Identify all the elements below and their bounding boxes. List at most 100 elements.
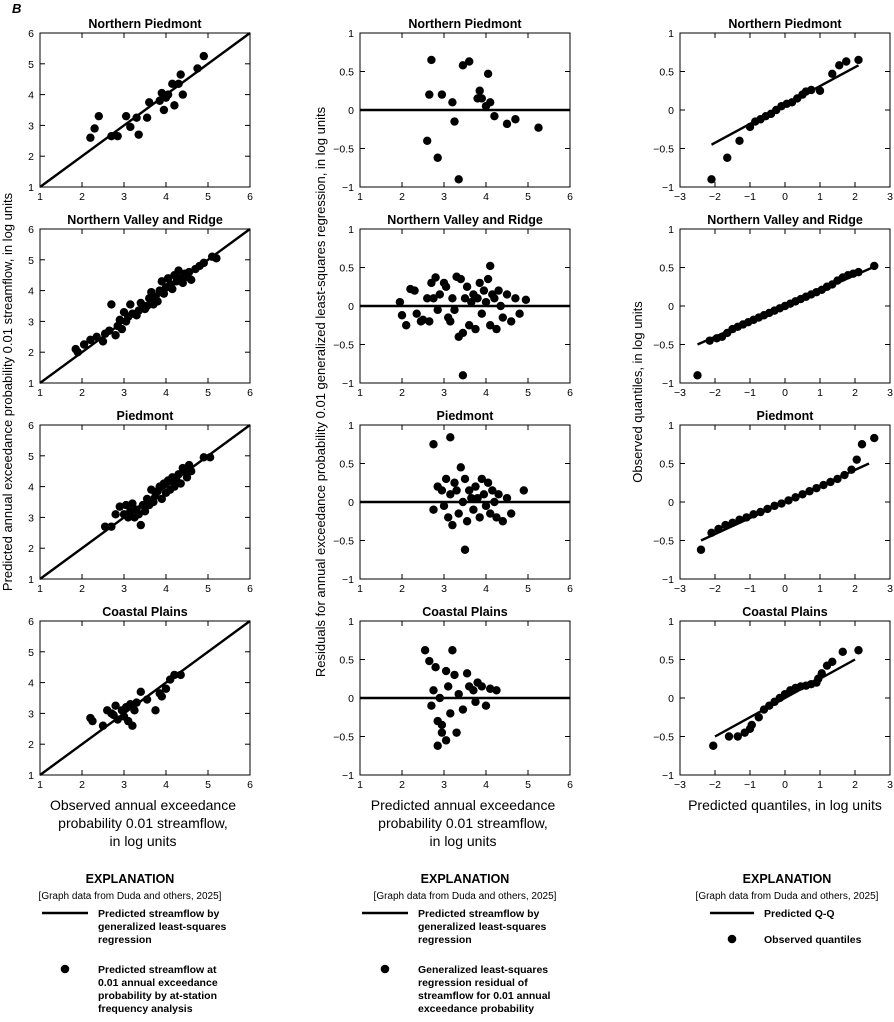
- data-point: [473, 294, 482, 303]
- y-tick-label: 6: [28, 420, 34, 432]
- x-tick-label: −3: [674, 583, 686, 595]
- data-point: [770, 501, 779, 511]
- y-tick-label: 3: [28, 512, 34, 524]
- data-point: [826, 477, 835, 487]
- legend-point-label-3: probability by at-station: [98, 990, 217, 1002]
- y-tick-label: 6: [28, 616, 34, 628]
- data-point: [507, 317, 516, 326]
- data-point: [854, 267, 863, 277]
- data-point: [178, 90, 187, 99]
- data-point: [128, 499, 137, 508]
- data-point: [111, 331, 120, 340]
- data-point: [852, 455, 861, 464]
- x-tick-label: −3: [674, 191, 686, 203]
- y-tick-label: 0.5: [659, 263, 674, 275]
- chart-title: Northern Valley and Ridge: [707, 213, 863, 227]
- data-point: [134, 130, 143, 139]
- data-point: [511, 115, 520, 124]
- data-point: [142, 301, 152, 311]
- x-tick-label: −1: [744, 583, 756, 595]
- data-point: [467, 297, 476, 307]
- data-point: [819, 480, 828, 490]
- data-point: [168, 284, 177, 294]
- x-tick-label: 2: [79, 779, 85, 791]
- data-point: [433, 741, 442, 750]
- data-point: [693, 371, 702, 380]
- data-point: [435, 693, 444, 703]
- x-tick-label: 5: [205, 191, 211, 203]
- data-point: [182, 473, 192, 482]
- data-point: [446, 433, 455, 442]
- y-tick-label: −1: [662, 770, 674, 782]
- data-point: [486, 509, 495, 518]
- x-axis-label-col2-line2: probability 0.01 streamflow,: [378, 815, 548, 831]
- data-point: [723, 153, 732, 162]
- y-tick-label: 2: [28, 347, 34, 359]
- y-tick-label: −0.5: [653, 340, 674, 352]
- data-point: [735, 515, 744, 524]
- data-point: [176, 479, 185, 488]
- data-point: [429, 505, 438, 514]
- data-point: [814, 674, 823, 683]
- y-tick-label: 2: [28, 151, 34, 163]
- chart-title: Piedmont: [117, 409, 175, 423]
- data-point: [134, 510, 143, 519]
- y-tick-label: 3: [28, 708, 34, 720]
- data-point: [446, 317, 455, 326]
- x-tick-label: 2: [79, 387, 85, 399]
- data-point: [107, 131, 116, 141]
- data-point: [128, 721, 137, 730]
- x-tick-label: 3: [441, 191, 447, 203]
- data-point: [492, 513, 501, 522]
- data-point: [521, 295, 531, 305]
- y-tick-label: −1: [662, 182, 674, 194]
- chart-panel-9: Piedmont −3 −2 −1 0 1 2 3 −1 −0.5 0 0.5 1: [653, 409, 893, 595]
- data-point: [807, 85, 816, 95]
- legend-point-label-2: 0.01 annual exceedance: [98, 977, 218, 989]
- y-tick-label: 1: [668, 420, 674, 432]
- x-tick-label: 2: [852, 779, 858, 791]
- y-tick-label: 3: [28, 316, 34, 328]
- x-tick-label: 1: [37, 779, 43, 791]
- data-point: [498, 313, 507, 322]
- data-point: [477, 682, 486, 691]
- legend-point-label: Observed quantiles: [764, 934, 862, 946]
- data-point: [441, 282, 451, 291]
- data-point: [745, 122, 755, 132]
- x-axis-label-col1-line1: Observed annual exceedance: [50, 797, 236, 813]
- data-point: [733, 732, 742, 741]
- data-point: [107, 300, 116, 309]
- data-point: [117, 324, 127, 334]
- data-point: [111, 510, 120, 519]
- data-point: [439, 501, 449, 511]
- x-tick-label: 4: [163, 387, 169, 399]
- data-point: [494, 490, 503, 499]
- data-point: [157, 277, 166, 286]
- x-tick-label: 6: [567, 191, 573, 203]
- y-tick-label: 5: [28, 647, 34, 659]
- data-point: [696, 545, 706, 554]
- data-point: [454, 175, 463, 184]
- y-tick-label: 0.5: [339, 459, 354, 471]
- data-point: [178, 278, 187, 288]
- data-point: [798, 490, 807, 499]
- data-point: [519, 486, 528, 495]
- data-point: [857, 440, 867, 449]
- x-tick-label: 6: [567, 779, 573, 791]
- x-tick-label: 0: [782, 583, 788, 595]
- y-tick-label: 1: [28, 182, 34, 194]
- chart-title: Coastal Plains: [422, 605, 507, 619]
- data-point: [153, 297, 162, 306]
- data-point: [477, 474, 486, 484]
- data-point: [469, 505, 478, 514]
- data-point: [465, 486, 474, 495]
- y-tick-label: −0.5: [653, 536, 674, 548]
- data-point: [86, 335, 95, 345]
- x-tick-label: 1: [817, 191, 823, 203]
- data-point: [115, 502, 125, 511]
- y-tick-label: 1: [668, 28, 674, 40]
- data-point: [410, 286, 419, 295]
- data-point: [460, 545, 470, 554]
- y-tick-label: 1: [28, 770, 34, 782]
- y-tick-label: 5: [28, 59, 34, 71]
